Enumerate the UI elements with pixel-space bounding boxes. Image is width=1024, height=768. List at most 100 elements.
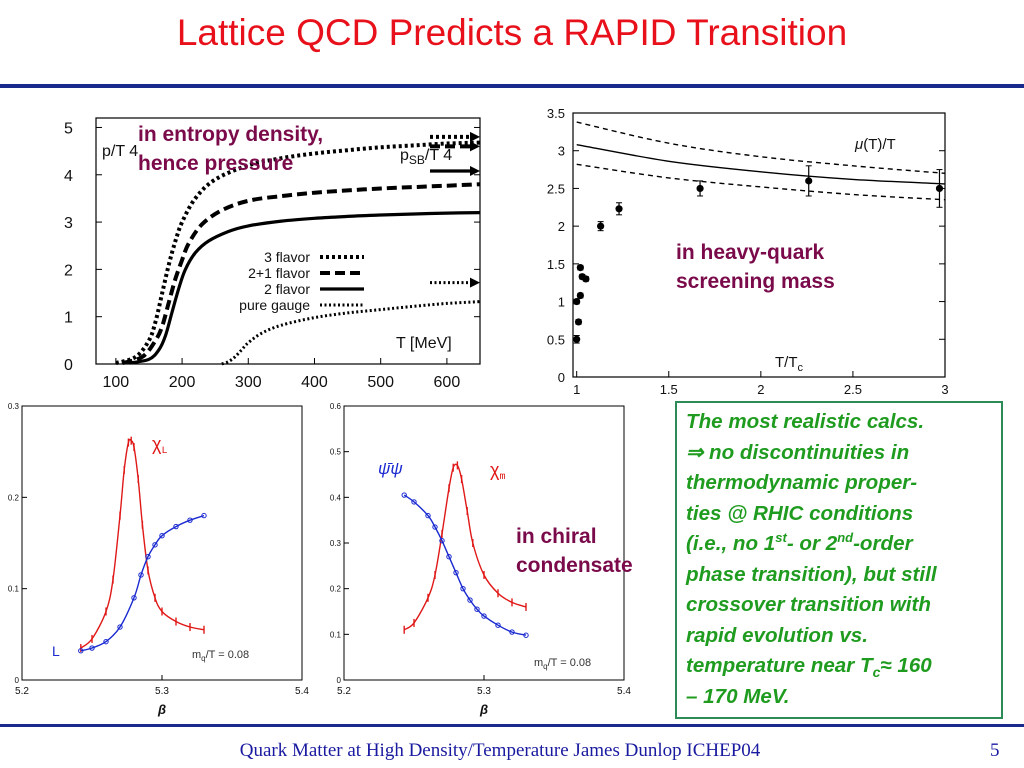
conclusion-fragment: - or 2 — [786, 532, 838, 555]
sb-limit-label: pSB/T 4 — [400, 147, 452, 167]
mass-ratio-label: mq/T = 0.08 — [534, 657, 591, 671]
y-tick-label: 0 — [337, 676, 342, 685]
data-point — [425, 512, 431, 519]
y-tick-label: 1 — [558, 295, 565, 310]
data-point — [117, 624, 123, 630]
y-tick-label: 0.6 — [330, 402, 342, 411]
y-tick-label: 0 — [64, 357, 73, 374]
sb-arrow-head — [470, 131, 480, 142]
condensate-label: ψ̄ψ — [378, 459, 403, 478]
data-point — [446, 554, 452, 560]
data-point — [573, 297, 581, 306]
x-tick-label: 2 — [757, 382, 764, 397]
data-point — [131, 595, 137, 601]
x-tick-label: 5.3 — [477, 686, 491, 697]
data-point — [145, 554, 151, 560]
x-tick-label: 300 — [235, 374, 262, 390]
data-point — [401, 492, 407, 498]
screening-annotation: in heavy-quark screening mass — [676, 238, 835, 296]
conclusion-fragment: (i.e., no 1 — [686, 532, 776, 555]
plot-frame — [95, 117, 481, 365]
data-point — [467, 597, 473, 603]
x-tick-label: 3 — [941, 382, 948, 397]
pressure-chart: 0 1 2 3 4 5 100 200 300 400 500 600 p/T 4 pSB/T 4 T [M… — [64, 117, 481, 390]
screening-annotation-line1: in heavy-quark — [676, 241, 825, 264]
data-point — [495, 622, 501, 628]
conclusion-line: – 170 MeV. — [686, 684, 790, 708]
sb-arrow-head — [470, 165, 480, 176]
y-tick-label: 0.1 — [330, 630, 342, 639]
data-point — [439, 538, 445, 544]
footer-text: Quark Matter at High Density/Temperature… — [239, 740, 761, 761]
x-tick-label: 5.2 — [337, 686, 351, 697]
susceptibility-curve — [80, 438, 205, 649]
band-center-line — [576, 144, 946, 185]
entropy-annotation-line1: in entropy density, — [138, 123, 324, 146]
x-tick-label: 5.3 — [155, 686, 169, 697]
data-point — [509, 629, 515, 635]
x-tick-label: 2.5 — [844, 382, 862, 397]
y-tick-label: 0.3 — [330, 539, 342, 548]
implies-symbol: ⇒ — [686, 440, 704, 464]
x-tick-label: 200 — [169, 374, 196, 390]
x-tick-label: 500 — [367, 374, 394, 390]
x-tick-label: 5.4 — [295, 686, 309, 697]
x-axis-label: T [MeV] — [396, 335, 452, 352]
x-axis-label: T/Tc — [775, 354, 804, 374]
screening-mass-chart: 0 0.5 1 1.5 2 2.5 3 3.5 1 1.5 2 2.5 3 T/Tc μ(T)/T — [547, 106, 949, 397]
subscript-c: c — [872, 664, 881, 681]
series-line — [128, 211, 481, 365]
y-tick-label: 1 — [64, 310, 73, 327]
y-tick-label: 3 — [64, 215, 73, 232]
chi-label: χm — [490, 460, 505, 483]
conclusion-fragment: temperature near T — [686, 654, 873, 677]
data-point — [805, 177, 813, 185]
sb-arrow-head — [470, 141, 480, 152]
data-point — [935, 184, 944, 193]
plot-frame — [572, 112, 946, 378]
y-tick-label: 0.2 — [330, 585, 342, 594]
conclusion-line: (i.e., no 1st- or 2nd-order — [686, 529, 1001, 560]
y-tick-label: 0.2 — [8, 493, 20, 502]
legend-label: 3 flavor — [264, 249, 310, 265]
data-point — [576, 264, 584, 272]
y-tick-label: 3 — [558, 144, 565, 159]
data-point — [138, 572, 144, 578]
data-point — [474, 606, 480, 612]
conclusion-line: ties @ RHIC conditions — [686, 501, 914, 525]
polyakov-loop-chart: 0 0.1 0.2 0.3 5.2 5.3 5.4 β χL L mq/T = 0.08 — [8, 402, 310, 717]
polyakov-label: L — [52, 643, 60, 659]
y-tick-label: 2.5 — [547, 181, 565, 196]
entropy-annotation: in entropy density, hence pressure — [138, 120, 323, 178]
y-tick-label: 0.5 — [547, 332, 565, 347]
series-line — [221, 300, 481, 366]
y-tick-label: 4 — [64, 168, 73, 185]
superscript-st: st — [775, 530, 787, 546]
x-tick-label: 600 — [434, 374, 461, 390]
x-tick-label: 5.2 — [15, 686, 29, 697]
x-axis-label: β — [157, 702, 166, 717]
conclusion-line: thermodynamic proper- — [686, 471, 918, 494]
data-point — [582, 275, 590, 283]
data-point — [432, 524, 438, 530]
data-point — [173, 523, 179, 530]
band-lower-line — [576, 163, 946, 201]
x-tick-label: 1.5 — [660, 382, 678, 397]
chiral-annotation: in chiral condensate — [516, 522, 633, 580]
x-axis-label: β — [479, 702, 488, 717]
y-tick-label: 1.5 — [547, 257, 565, 272]
mass-ratio-label: mq/T = 0.08 — [192, 649, 249, 663]
y-tick-label: 0.5 — [330, 448, 342, 457]
conclusion-fragment: no discontinuities in — [703, 440, 910, 464]
conclusion-line: rapid evolution vs. — [686, 623, 868, 647]
data-point — [615, 205, 623, 213]
x-tick-label: 400 — [301, 374, 328, 390]
order-parameter-curve — [403, 494, 527, 636]
footer-rule — [0, 724, 1024, 727]
data-point — [481, 613, 487, 619]
data-point — [696, 184, 704, 193]
conclusion-box: The most realistic calcs. ⇒ no discontin… — [675, 401, 1003, 719]
data-point — [523, 632, 529, 638]
y-axis-label: p/T 4 — [102, 143, 138, 160]
data-point — [152, 542, 158, 548]
